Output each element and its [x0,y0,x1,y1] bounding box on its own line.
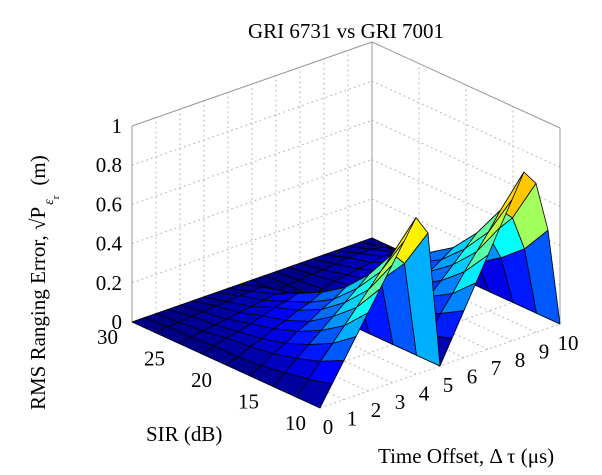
chart-title: GRI 6731 vs GRI 7001 [248,19,444,43]
x-tick-label: 8 [515,348,526,372]
grid-line [131,80,373,166]
grid-line [272,302,514,387]
x-tick-label: 7 [491,356,502,380]
z-tick-label: 0.6 [96,192,122,216]
z-axis-label: RMS Ranging Error, √Pεr(m) [26,155,62,410]
x-tick-label: 5 [443,373,454,397]
y-tick-label: 20 [191,368,212,392]
z-tick-label: 0 [112,310,123,334]
y-tick-label: 25 [144,347,165,371]
y-tick-label: 30 [97,325,118,349]
surface-patch [296,378,333,409]
z-tick-label: 0.8 [96,153,122,177]
box-edge [131,41,373,127]
x-tick-label: 4 [419,381,430,405]
x-tick-label: 9 [539,339,550,363]
x-tick-label: 0 [323,415,334,439]
y-axis-label: SIR (dB) [146,422,222,446]
z-axis-label-prefix: RMS Ranging Error, √Pεr(m) [26,155,62,410]
z-tick-label: 0.4 [96,232,123,256]
grid-line [131,119,373,205]
x-tick-label: 10 [558,331,579,355]
z-tick-label: 0.2 [96,271,122,295]
grid-line [131,198,373,284]
x-tick-label: 1 [347,407,358,431]
y-tick-label: 15 [238,390,259,414]
grid-line [319,323,561,409]
x-tick-label: 3 [395,390,406,414]
x-tick-label: 6 [467,365,478,389]
grid-line [131,159,373,245]
box-edge [371,41,561,129]
x-axis-label: Time Offset, Δ τ (μs) [378,444,554,468]
x-tick-label: 2 [371,398,382,422]
z-tick-label: 1 [112,114,123,138]
y-tick-label: 10 [285,411,306,435]
